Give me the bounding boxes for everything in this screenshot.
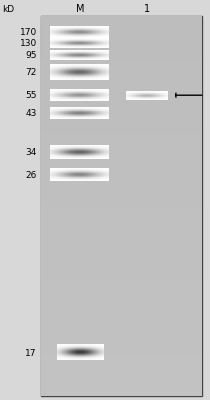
Text: 170: 170 xyxy=(20,28,37,37)
Text: 17: 17 xyxy=(25,349,37,358)
Text: 1: 1 xyxy=(144,4,150,14)
Text: 43: 43 xyxy=(25,109,37,118)
Text: 26: 26 xyxy=(25,172,37,180)
Text: kD: kD xyxy=(2,5,14,14)
Text: 34: 34 xyxy=(25,148,37,157)
Text: 72: 72 xyxy=(25,68,37,77)
Text: 55: 55 xyxy=(25,92,37,100)
Text: M: M xyxy=(76,4,84,14)
Text: 95: 95 xyxy=(25,52,37,60)
Bar xyxy=(41,16,202,396)
Text: 130: 130 xyxy=(20,40,37,48)
